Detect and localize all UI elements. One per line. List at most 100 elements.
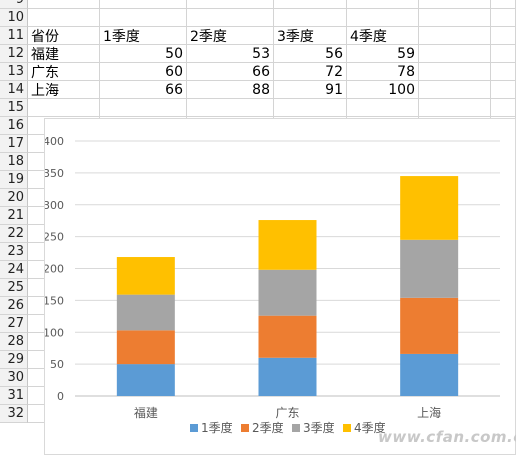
row-header[interactable]: 16	[0, 117, 28, 135]
bar-segment[interactable]	[258, 315, 317, 358]
grid-cell[interactable]	[187, 99, 274, 117]
grid-cell[interactable]	[100, 0, 187, 9]
header-cell[interactable]: 2季度	[187, 27, 274, 45]
grid-cell[interactable]	[491, 0, 516, 9]
header-cell[interactable]: 省份	[28, 27, 100, 45]
bar-segment[interactable]	[116, 330, 175, 365]
row-header[interactable]: 32	[0, 405, 28, 423]
grid-cell[interactable]	[491, 27, 516, 45]
bar-segment[interactable]	[116, 257, 175, 295]
grid-cell[interactable]	[100, 9, 187, 27]
value-cell[interactable]: 66	[187, 63, 274, 81]
bar-segment[interactable]	[258, 357, 317, 396]
row-header[interactable]: 20	[0, 189, 28, 207]
grid-cell[interactable]	[419, 27, 491, 45]
bar-segment[interactable]	[400, 176, 459, 240]
value-cell[interactable]: 91	[274, 81, 347, 99]
row-header[interactable]: 12	[0, 45, 28, 63]
y-tick-label: 300	[45, 199, 64, 212]
grid-cell[interactable]	[419, 99, 491, 117]
grid-cell[interactable]	[491, 99, 516, 117]
grid-cell[interactable]	[347, 0, 419, 9]
grid-cell[interactable]	[419, 9, 491, 27]
row-header[interactable]: 17	[0, 135, 28, 153]
grid-cell[interactable]	[419, 63, 491, 81]
row-header[interactable]: 14	[0, 81, 28, 99]
header-cell[interactable]: 1季度	[100, 27, 187, 45]
value-cell[interactable]: 66	[100, 81, 187, 99]
grid-cell[interactable]	[274, 99, 347, 117]
row-header[interactable]: 19	[0, 171, 28, 189]
y-tick-label: 200	[45, 263, 64, 276]
province-cell[interactable]: 广东	[28, 63, 100, 81]
grid-cell[interactable]	[187, 9, 274, 27]
grid-cell[interactable]	[28, 99, 100, 117]
grid-cell[interactable]	[491, 63, 516, 81]
row-header[interactable]: 29	[0, 351, 28, 369]
value-cell[interactable]: 78	[347, 63, 419, 81]
row-header[interactable]: 21	[0, 207, 28, 225]
row-header[interactable]: 11	[0, 27, 28, 45]
grid-cell[interactable]	[419, 81, 491, 99]
row-header[interactable]: 18	[0, 153, 28, 171]
grid-cell[interactable]	[491, 45, 516, 63]
legend-label: 1季度	[201, 420, 233, 435]
row-header[interactable]: 9	[0, 0, 28, 9]
y-tick-label: 250	[45, 231, 64, 244]
bar-segment[interactable]	[400, 239, 459, 298]
value-cell[interactable]: 56	[274, 45, 347, 63]
header-cell[interactable]: 4季度	[347, 27, 419, 45]
y-tick-label: 100	[45, 326, 64, 339]
value-cell[interactable]: 100	[347, 81, 419, 99]
grid-cell[interactable]	[347, 9, 419, 27]
legend-swatch	[292, 424, 300, 432]
value-cell[interactable]: 88	[187, 81, 274, 99]
value-cell[interactable]: 53	[187, 45, 274, 63]
grid-cell[interactable]	[419, 0, 491, 9]
row-header[interactable]: 30	[0, 369, 28, 387]
value-cell[interactable]: 59	[347, 45, 419, 63]
row-header[interactable]: 10	[0, 9, 28, 27]
y-tick-label: 150	[45, 294, 64, 307]
bar-segment[interactable]	[400, 353, 459, 396]
grid-cell[interactable]	[100, 99, 187, 117]
row-header[interactable]: 23	[0, 243, 28, 261]
y-tick-label: 50	[50, 358, 64, 371]
header-cell[interactable]: 3季度	[274, 27, 347, 45]
chart-canvas: 0 50 100 150 200 250 300 350 400 福建 广东 上海 1季度 2季度 3季度 4…	[45, 135, 500, 435]
x-category-label: 广东	[275, 406, 299, 420]
row-header[interactable]: 22	[0, 225, 28, 243]
bar-segment[interactable]	[116, 364, 175, 396]
bar-segment[interactable]	[400, 297, 459, 354]
value-cell[interactable]: 60	[100, 63, 187, 81]
grid-cell[interactable]	[28, 0, 100, 9]
x-category-label: 上海	[417, 405, 441, 420]
legend-label: 4季度	[354, 420, 386, 435]
row-header[interactable]: 15	[0, 99, 28, 117]
grid-cell[interactable]	[419, 45, 491, 63]
grid-cell[interactable]	[491, 81, 516, 99]
grid-cell[interactable]	[187, 0, 274, 9]
row-header[interactable]: 31	[0, 387, 28, 405]
grid-cell[interactable]	[347, 99, 419, 117]
row-header[interactable]: 26	[0, 297, 28, 315]
grid-cell[interactable]	[274, 0, 347, 9]
value-cell[interactable]: 72	[274, 63, 347, 81]
grid-cell[interactable]	[28, 9, 100, 27]
bar-segment[interactable]	[258, 269, 317, 316]
legend-swatch	[190, 424, 198, 432]
row-header[interactable]: 27	[0, 315, 28, 333]
row-header[interactable]: 28	[0, 333, 28, 351]
row-header[interactable]: 24	[0, 261, 28, 279]
grid-cell[interactable]	[491, 9, 516, 27]
stacked-column-chart[interactable]: 0 50 100 150 200 250 300 350 400 福建 广东 上海 1季度 2季度 3季度 4…	[44, 118, 516, 455]
row-header[interactable]: 25	[0, 279, 28, 297]
province-cell[interactable]: 福建	[28, 45, 100, 63]
province-cell[interactable]: 上海	[28, 81, 100, 99]
grid-cell[interactable]	[274, 9, 347, 27]
bar-segment[interactable]	[116, 294, 175, 331]
value-cell[interactable]: 50	[100, 45, 187, 63]
y-tick-label: 400	[45, 135, 64, 148]
bar-segment[interactable]	[258, 220, 317, 270]
row-header[interactable]: 13	[0, 63, 28, 81]
